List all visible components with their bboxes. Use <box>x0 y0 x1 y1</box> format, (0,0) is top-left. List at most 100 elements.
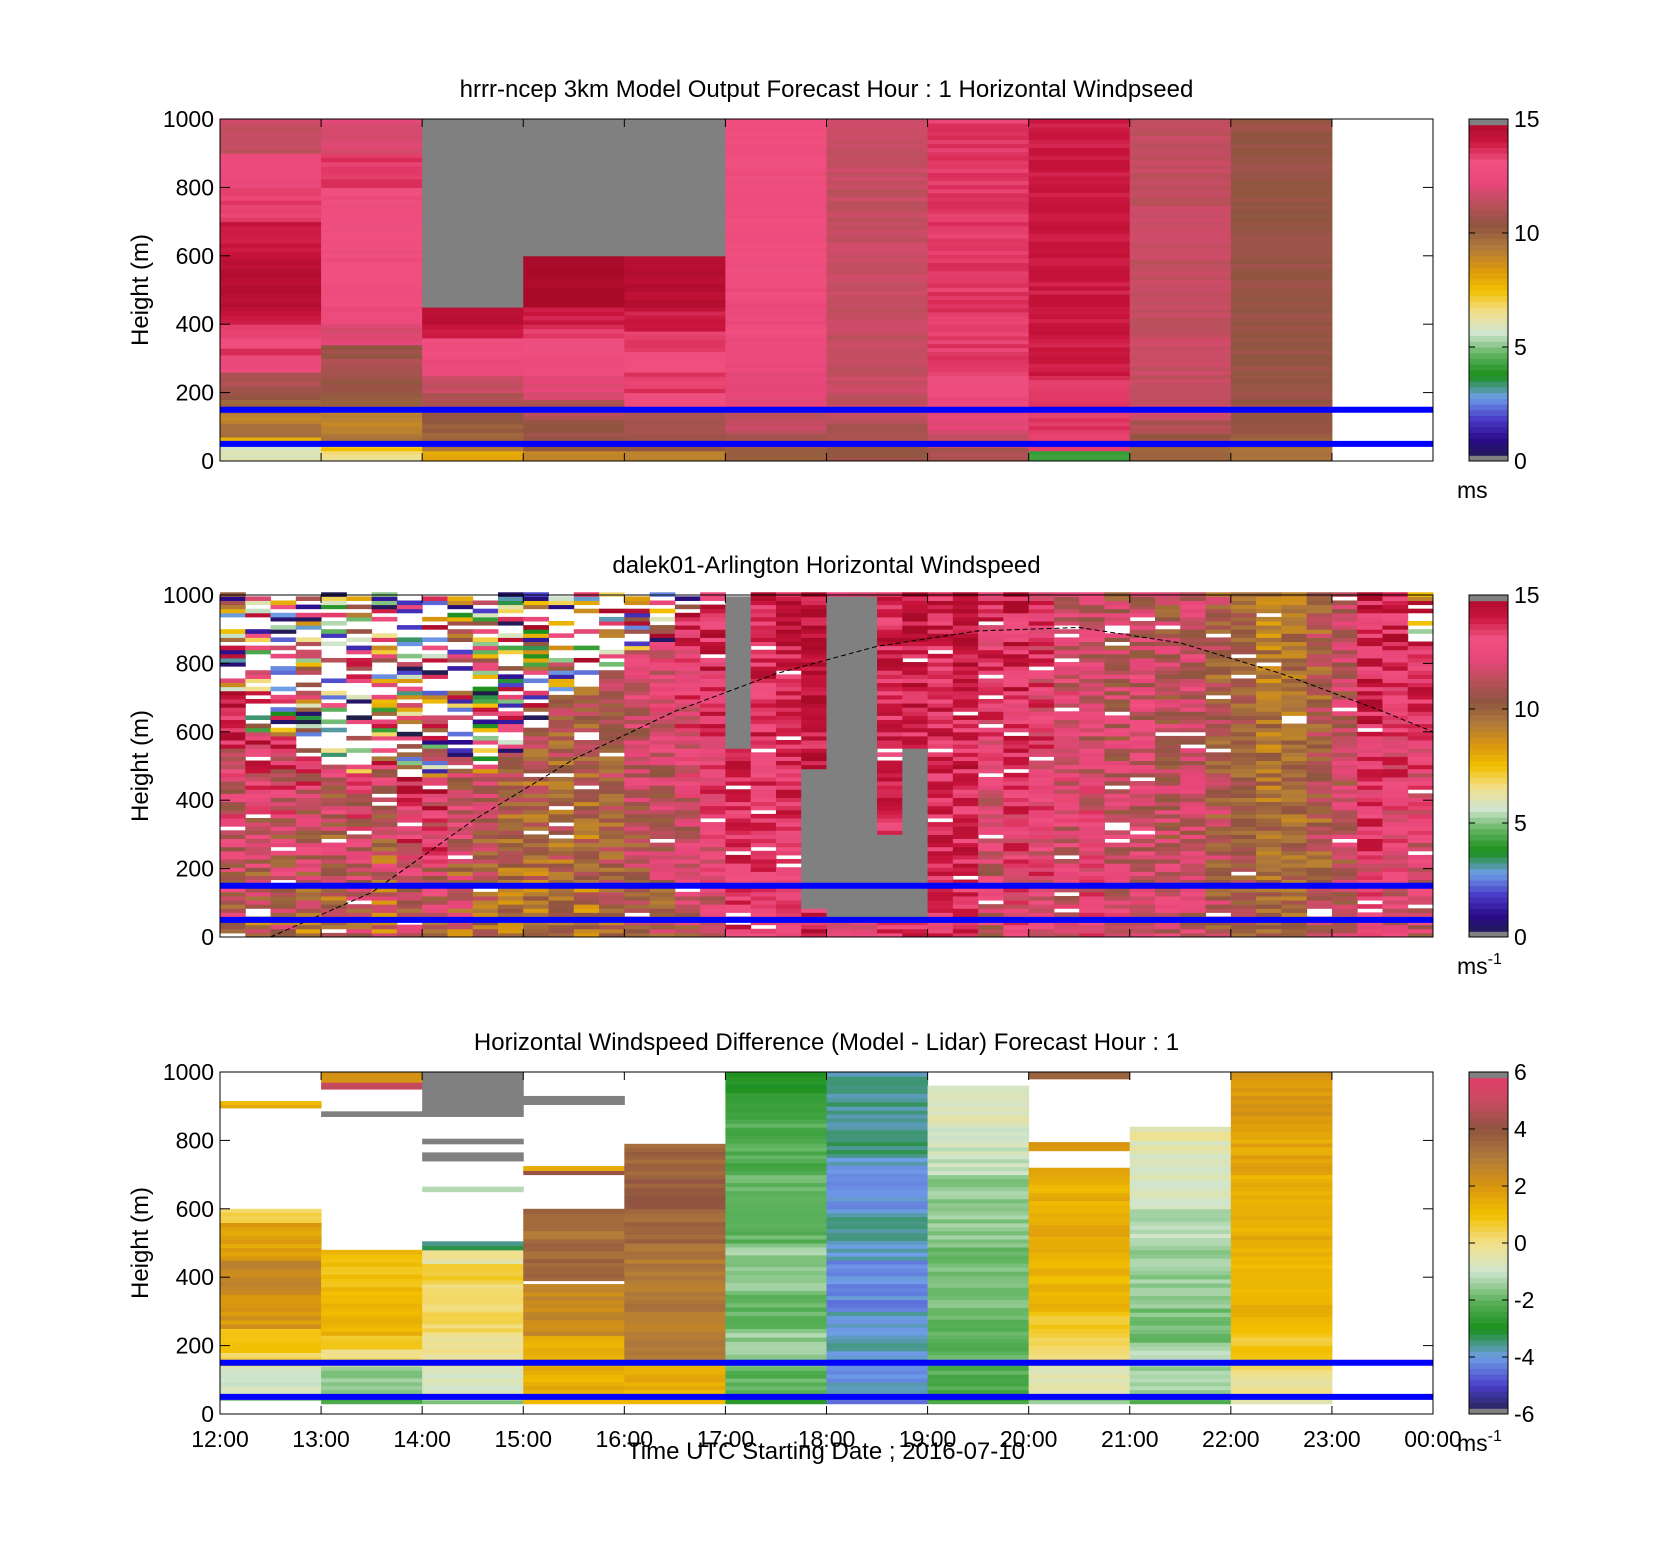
heatmap-cell <box>1357 793 1383 798</box>
heatmap-cell <box>725 633 752 638</box>
heatmap-cell <box>952 756 979 762</box>
heatmap-cell <box>1407 854 1434 860</box>
heatmap-cell <box>599 686 625 692</box>
heatmap-cell <box>321 895 347 901</box>
heatmap-cell <box>321 153 423 158</box>
heatmap-cell <box>1155 797 1181 803</box>
heatmap-cell <box>573 629 600 634</box>
heatmap-cell <box>1079 875 1105 881</box>
heatmap-cell <box>1205 768 1232 774</box>
heatmap-cell <box>1003 600 1030 606</box>
heatmap-cell <box>1205 924 1232 930</box>
heatmap-cell <box>422 1275 524 1281</box>
heatmap-cell <box>952 612 979 618</box>
heatmap-cell <box>422 600 448 606</box>
colorbar-swatch <box>1469 874 1508 881</box>
heatmap-cell <box>1129 760 1156 766</box>
heatmap-cell <box>927 233 1030 239</box>
heatmap-cell <box>295 637 322 643</box>
heatmap-cell <box>396 789 423 794</box>
heatmap-cell <box>624 653 651 659</box>
heatmap-cell <box>447 879 474 885</box>
heatmap-cell <box>321 1307 423 1312</box>
heatmap-cell <box>1079 924 1105 930</box>
heatmap-cell <box>1306 662 1333 667</box>
heatmap-cell <box>1079 707 1105 712</box>
heatmap-cell <box>1230 362 1333 367</box>
heatmap-cell <box>1155 830 1181 835</box>
heatmap-cell <box>396 604 423 610</box>
heatmap-cell <box>599 842 625 848</box>
heatmap-cell <box>523 1234 625 1240</box>
heatmap-cell <box>396 735 423 741</box>
heatmap-cell <box>1028 233 1131 238</box>
heatmap-cell <box>599 805 625 811</box>
heatmap-cell <box>1230 764 1257 770</box>
heatmap-cell <box>1331 793 1358 798</box>
heatmap-cell <box>927 135 1030 141</box>
heatmap-cell <box>1155 781 1181 786</box>
heatmap-cell <box>1053 809 1080 815</box>
heatmap-cell <box>952 859 979 864</box>
heatmap-cell <box>396 932 423 938</box>
heatmap-cell <box>851 793 878 798</box>
heatmap-cell <box>1230 744 1257 749</box>
heatmap-cell <box>927 657 954 663</box>
heatmap-cell <box>826 155 929 161</box>
heatmap-cell <box>321 830 347 835</box>
heatmap-cell <box>1281 932 1308 938</box>
heatmap-cell <box>624 287 726 292</box>
heatmap-cell <box>422 789 448 794</box>
heatmap-cell <box>321 392 423 398</box>
colorbar-swatch <box>1469 805 1508 813</box>
heatmap-cell <box>1155 629 1181 634</box>
heatmap-cell <box>725 904 752 909</box>
heatmap-cell <box>1180 760 1207 766</box>
heatmap-cell <box>1281 760 1308 766</box>
heatmap-cell <box>1407 867 1434 872</box>
colorbar-swatch <box>1469 369 1508 376</box>
heatmap-cell <box>978 797 1004 803</box>
heatmap-cell <box>927 620 954 626</box>
heatmap-cell <box>1053 838 1080 844</box>
heatmap-cell <box>1331 834 1358 840</box>
heatmap-cell <box>1357 817 1383 823</box>
heatmap-cell <box>952 826 979 831</box>
heatmap-cell <box>321 1353 423 1359</box>
heatmap-cell <box>1357 616 1383 622</box>
heatmap-cell <box>902 854 929 860</box>
heatmap-cell <box>725 891 752 897</box>
heatmap-cell <box>1028 224 1131 230</box>
heatmap-cell <box>321 413 423 419</box>
heatmap-cell <box>1129 789 1156 794</box>
heatmap-cell <box>497 633 524 638</box>
heatmap-cell <box>1256 735 1282 741</box>
heatmap-cell <box>321 859 347 864</box>
heatmap-cell <box>1028 863 1055 868</box>
heatmap-cell <box>1230 374 1333 380</box>
heatmap-cell <box>447 629 474 634</box>
heatmap-cell <box>1053 649 1080 655</box>
heatmap-cell <box>447 863 474 868</box>
heatmap-cell <box>270 838 297 844</box>
heatmap-cell <box>548 727 575 733</box>
heatmap-cell <box>220 1235 322 1240</box>
heatmap-cell <box>674 657 701 663</box>
heatmap-cell <box>624 1263 726 1268</box>
heatmap-cell <box>775 772 802 778</box>
heatmap-cell <box>1306 674 1333 679</box>
heatmap-cell <box>1382 653 1409 659</box>
heatmap-cell <box>220 1298 322 1304</box>
heatmap-cell <box>321 1385 423 1391</box>
heatmap-cell <box>826 854 853 860</box>
heatmap-cell <box>270 797 297 803</box>
heatmap-cell <box>548 731 575 737</box>
heatmap-cell <box>1104 797 1131 803</box>
heatmap-cell <box>1155 842 1181 848</box>
heatmap-cell <box>1306 600 1333 606</box>
heatmap-cell <box>447 805 474 811</box>
heatmap-cell <box>1028 912 1055 917</box>
heatmap-cell <box>422 674 448 679</box>
heatmap-cell <box>851 686 878 692</box>
heatmap-cell <box>220 596 246 601</box>
